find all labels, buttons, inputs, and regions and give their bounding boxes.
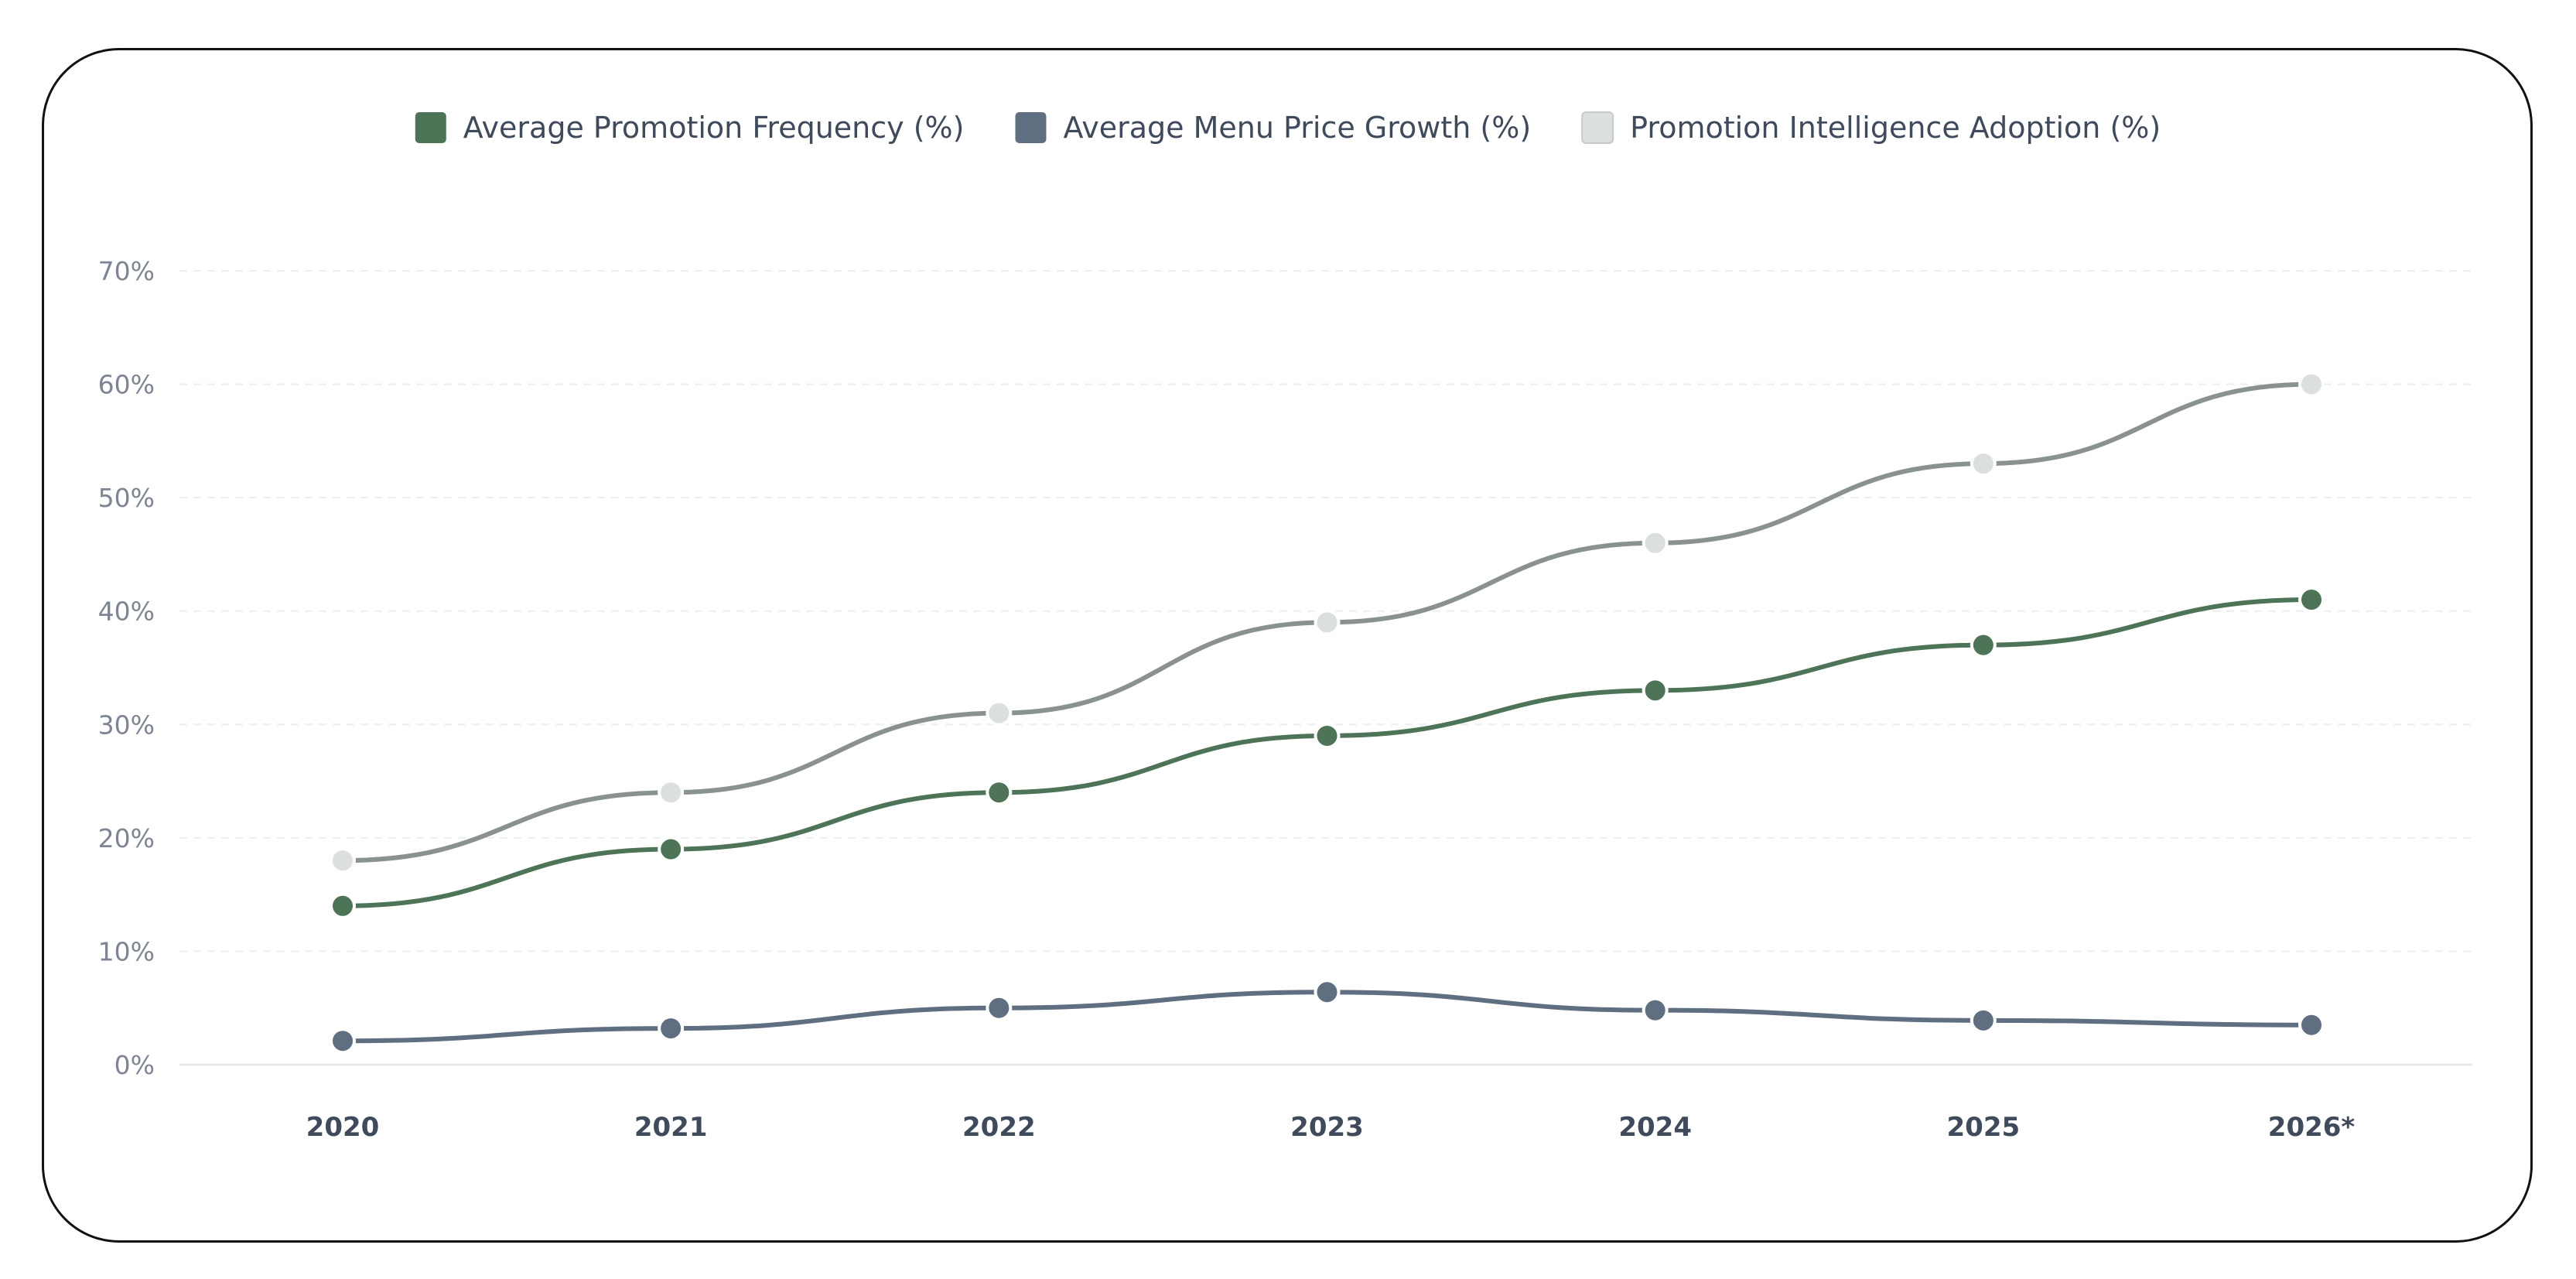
chart-card — [42, 48, 2533, 1243]
legend-item[interactable]: Promotion Intelligence Adoption (%) — [1581, 111, 2161, 145]
legend: Average Promotion Frequency (%) Average M… — [415, 111, 2161, 145]
y-tick-label: 0% — [114, 1050, 155, 1080]
x-tick-label: 2024 — [1618, 1112, 1692, 1143]
y-tick-label: 20% — [98, 823, 155, 853]
legend-label: Promotion Intelligence Adoption (%) — [1630, 111, 2161, 145]
data-point[interactable] — [658, 1015, 685, 1042]
data-point[interactable] — [1314, 722, 1341, 749]
data-point[interactable] — [1314, 979, 1341, 1006]
y-tick-label: 40% — [98, 597, 155, 627]
legend-swatch — [1581, 111, 1614, 144]
x-tick-label: 2022 — [962, 1112, 1036, 1143]
series-line — [340, 597, 2314, 908]
x-tick-label: 2025 — [1947, 1112, 2021, 1143]
data-point[interactable] — [658, 836, 685, 863]
data-point[interactable] — [1642, 997, 1669, 1024]
grid — [179, 270, 2472, 1066]
data-point[interactable] — [1970, 450, 1997, 477]
legend-item[interactable]: Average Promotion Frequency (%) — [415, 111, 965, 145]
series-group — [330, 371, 2325, 1055]
x-tick-label: 2023 — [1290, 1112, 1364, 1143]
data-point[interactable] — [330, 1028, 356, 1055]
y-tick-label: 50% — [98, 483, 155, 513]
data-point[interactable] — [2298, 371, 2325, 398]
data-point[interactable] — [330, 847, 356, 874]
y-axis: 0% 10% 20% 30% 40% 50% 60% 70% — [98, 256, 155, 1080]
y-tick-label: 30% — [98, 710, 155, 740]
x-tick-label: 2026* — [2268, 1112, 2356, 1143]
legend-label: Average Promotion Frequency (%) — [463, 111, 965, 145]
legend-swatch — [1015, 112, 1047, 143]
data-point[interactable] — [986, 779, 1013, 806]
data-point[interactable] — [1970, 1007, 1997, 1034]
x-tick-label: 2021 — [634, 1112, 708, 1143]
data-point[interactable] — [986, 994, 1013, 1021]
data-point[interactable] — [986, 699, 1013, 727]
y-tick-label: 10% — [98, 936, 155, 966]
data-point[interactable] — [2298, 1011, 2325, 1038]
data-point[interactable] — [1642, 677, 1669, 704]
y-tick-label: 70% — [98, 256, 155, 286]
x-axis: 2020 2021 2022 2023 2024 2025 2026* — [306, 1112, 2356, 1143]
legend-label: Average Menu Price Growth (%) — [1063, 111, 1531, 145]
data-point[interactable] — [1642, 529, 1669, 556]
data-point[interactable] — [658, 779, 685, 806]
legend-swatch — [415, 112, 446, 143]
data-point[interactable] — [2298, 586, 2325, 614]
x-tick-label: 2020 — [306, 1112, 380, 1143]
data-point[interactable] — [330, 892, 356, 919]
y-tick-label: 60% — [98, 370, 155, 400]
data-point[interactable] — [1970, 631, 1997, 658]
legend-item[interactable]: Average Menu Price Growth (%) — [1015, 111, 1531, 145]
data-point[interactable] — [1314, 609, 1341, 636]
